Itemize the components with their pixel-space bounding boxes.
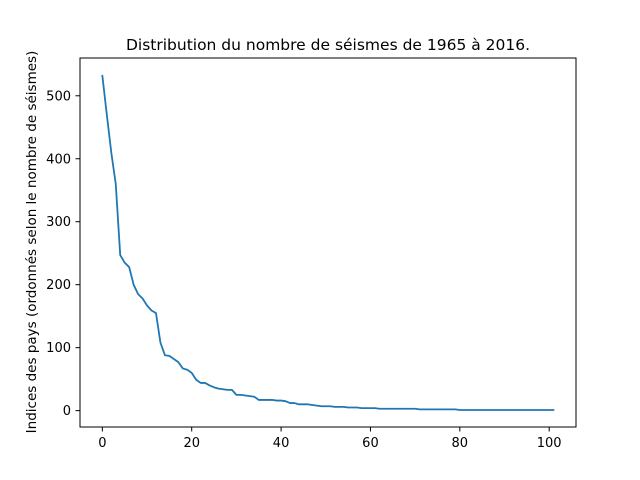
x-tick-label: 80 xyxy=(452,436,469,451)
y-tick-label: 400 xyxy=(46,152,71,167)
y-tick-label: 500 xyxy=(46,89,71,104)
y-tick-label: 0 xyxy=(63,404,71,419)
y-tick-label: 300 xyxy=(46,215,71,230)
x-tick-label: 0 xyxy=(98,436,106,451)
plot-area xyxy=(101,74,555,411)
y-tick-label: 100 xyxy=(46,341,71,356)
axes-frame xyxy=(79,57,577,428)
y-axis-label: Indices des pays (ordonnés selon le nomb… xyxy=(24,51,40,434)
x-tick-label: 60 xyxy=(362,436,379,451)
chart-title: Distribution du nombre de séismes de 196… xyxy=(126,36,530,54)
x-tick-label: 40 xyxy=(273,436,290,451)
x-axis: 0 20 40 60 80 100 xyxy=(98,427,562,451)
x-tick-label: 100 xyxy=(537,436,562,451)
series-line-0 xyxy=(101,74,555,411)
x-tick-label: 20 xyxy=(183,436,200,451)
y-tick-label: 200 xyxy=(46,278,71,293)
y-axis: 0 100 200 300 400 500 xyxy=(46,89,80,419)
